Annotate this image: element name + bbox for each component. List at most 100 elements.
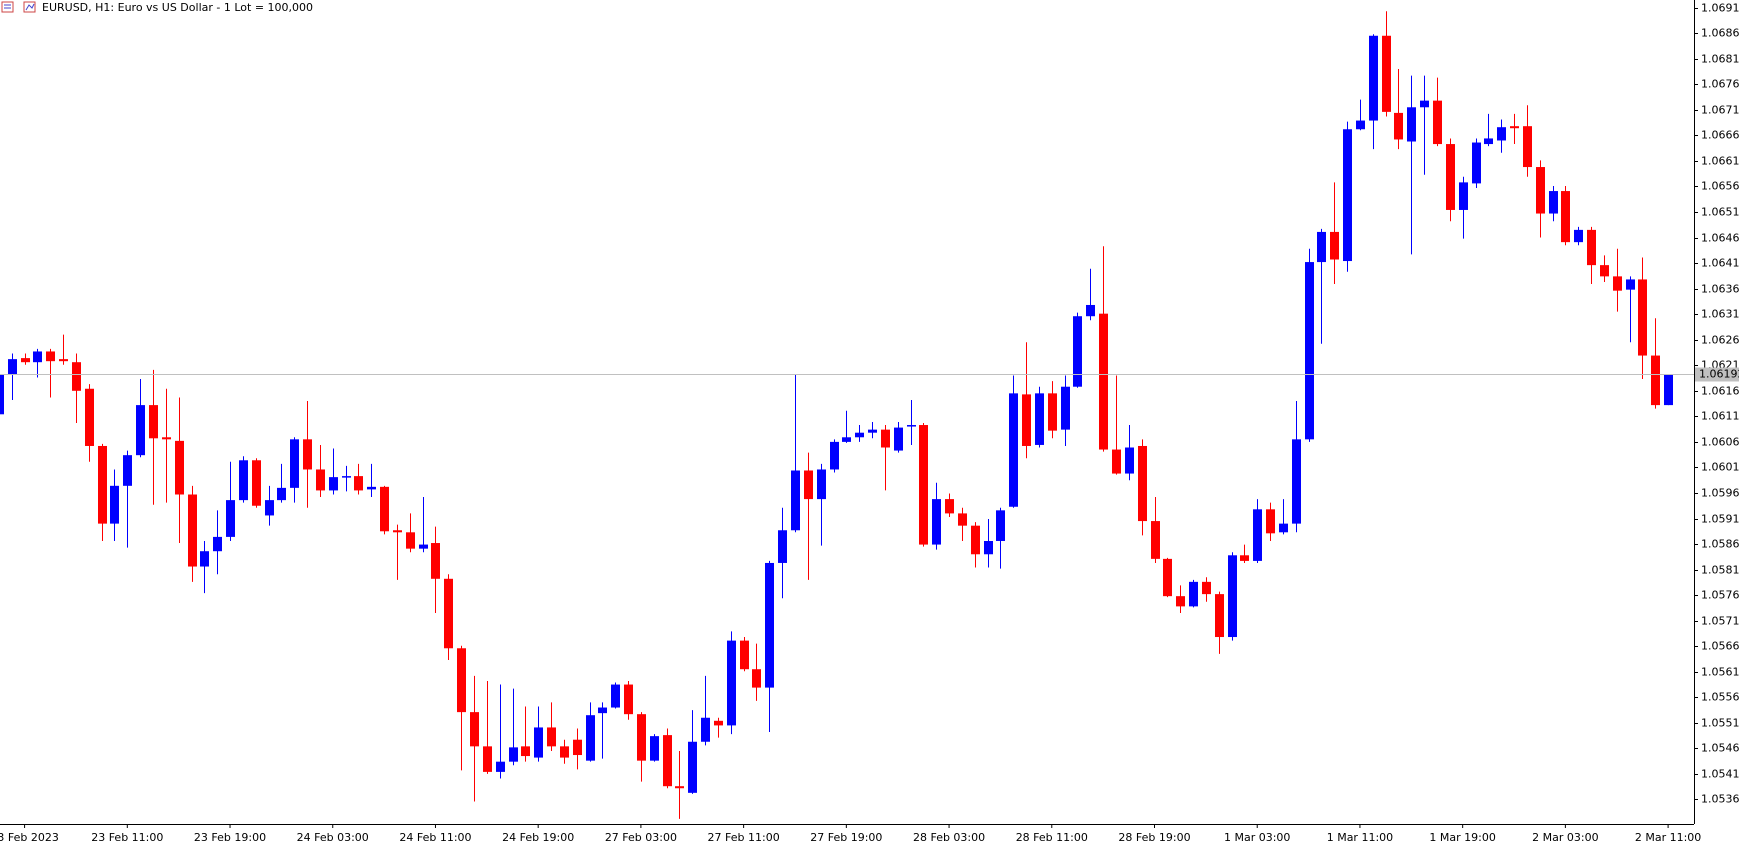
candle-body [663,735,672,787]
x-tick-label: 24 Feb 19:00 [502,831,574,844]
candle-body [778,530,787,563]
y-tick-label: 1.05460 [1701,742,1739,755]
candle-body [701,717,710,742]
candle-body [1151,521,1160,559]
candle-body [547,727,556,747]
candle-body [740,640,749,670]
x-tick-label: 1 Mar 19:00 [1429,831,1495,844]
y-tick-label: 1.06160 [1701,385,1739,398]
last-price-box [1695,367,1739,382]
candle-body [1330,231,1339,260]
x-tick-label: 1 Mar 03:00 [1224,831,1290,844]
y-tick-label: 1.06260 [1701,334,1739,347]
y-tick-label: 1.06010 [1701,461,1739,474]
candle-body [316,469,325,491]
candle-body [1664,374,1673,406]
candle-body [1035,393,1044,445]
y-tick-label: 1.06410 [1701,257,1739,270]
last-price-label: 1.06192 [1699,368,1739,381]
candle-body [881,429,890,448]
candle-body [765,562,774,688]
candle-body [1176,596,1185,607]
y-tick-label: 1.06760 [1701,78,1739,91]
candle-body [1202,581,1211,595]
candle-body [1651,355,1660,406]
candle-body [213,536,222,552]
candle-body [1099,313,1108,450]
candle-body [727,640,736,726]
candle-body [945,499,954,514]
x-tick-label: 2 Mar 11:00 [1635,831,1701,844]
candle-body [1215,594,1224,638]
candle-body [136,405,145,456]
x-tick-label: 27 Feb 11:00 [708,831,780,844]
candle-body [1626,279,1635,290]
candle-body [958,513,967,526]
x-tick-label: 27 Feb 03:00 [605,831,677,844]
candle-body [200,551,209,567]
candle-body [1163,558,1172,597]
candle-body [1549,191,1558,214]
candle-body [1459,182,1468,210]
candle-body [1472,142,1481,184]
candle-body [1253,509,1262,561]
y-tick-label: 1.05960 [1701,487,1739,500]
candle-body [586,715,595,761]
candle-body [162,437,171,440]
candle-body [919,425,928,545]
x-tick-label: 2 Mar 03:00 [1532,831,1598,844]
candle-body [1356,120,1365,130]
candle-body [265,500,274,516]
y-tick-label: 1.05660 [1701,640,1739,653]
candle-body [752,669,761,688]
candle-body [894,427,903,451]
candle-body [1484,138,1493,145]
y-tick-label: 1.06110 [1701,410,1739,423]
candle-body [1228,555,1237,638]
candle-body [188,494,197,567]
candle-body [8,359,17,375]
candle-body [342,476,351,478]
candle-body [21,358,30,363]
candle-body [277,487,286,501]
y-tick-label: 1.05910 [1701,513,1739,526]
candle-body [996,510,1005,541]
candle-body [1073,316,1082,387]
candle-body [483,746,492,772]
x-tick-label: 23 Feb 19:00 [194,831,266,844]
y-tick-label: 1.06360 [1701,283,1739,296]
candle-body [290,439,299,488]
candle-body [1343,129,1352,262]
x-tick-label: 24 Feb 11:00 [399,831,471,844]
candle-body [406,532,415,549]
candle-body [804,470,813,500]
candle-body [637,714,646,761]
candle-body [1279,523,1288,533]
candle-body [1510,126,1519,129]
candle-body [817,469,826,500]
x-tick-label: 23 Feb 2023 [0,831,59,844]
y-tick-label: 1.05860 [1701,538,1739,551]
candle-body [868,429,877,433]
candle-body [1240,555,1249,561]
candle-body [1048,393,1057,431]
candle-body [1305,262,1314,440]
candle-body [1022,394,1031,446]
candle-body [842,437,851,442]
candle-body [1369,35,1378,121]
candle-body [830,441,839,470]
candle-body [1433,100,1442,145]
y-tick-label: 1.06810 [1701,53,1739,66]
y-tick-label: 1.06060 [1701,436,1739,449]
y-tick-label: 1.06460 [1701,232,1739,245]
candle-body [624,684,633,715]
candle-body [1292,439,1301,524]
candle-body [1138,445,1147,522]
candle-body [971,525,980,555]
candle-body [431,543,440,579]
candle-body [598,707,607,714]
candle-body [1266,509,1275,534]
candle-body [380,486,389,532]
